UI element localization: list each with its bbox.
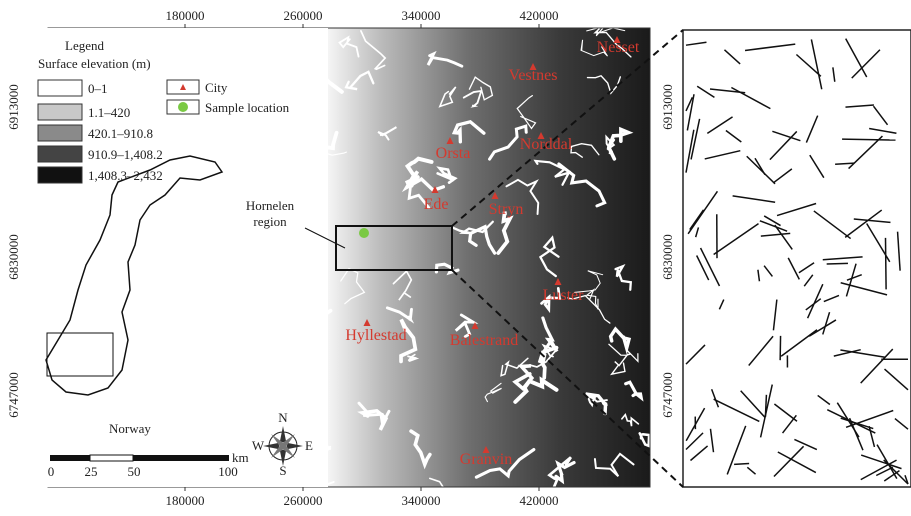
city-label: Hyllestad: [345, 327, 406, 344]
detail-panel: [683, 30, 911, 487]
legend-swatch: [38, 80, 82, 96]
x-tick-label: 260000: [284, 493, 323, 508]
city-label: Ede: [424, 196, 449, 213]
y-tick-label: 6830000: [6, 234, 21, 280]
compass-label: S: [279, 463, 286, 478]
fracture: [835, 163, 854, 164]
city-label: Vestnes: [509, 67, 558, 84]
city-label: Nesset: [597, 39, 640, 56]
legend-label: 0–1: [88, 81, 108, 96]
y-tick-label: 6747000: [6, 372, 21, 418]
y-tick-label: 6913000: [660, 84, 675, 130]
scale-label: 0: [48, 464, 55, 479]
legend-label: City: [205, 80, 228, 95]
legend-subtitle: Surface elevation (m): [38, 56, 151, 71]
legend-swatch: [38, 146, 82, 162]
legend-label: Sample location: [205, 100, 290, 115]
legend-swatch: [38, 167, 82, 183]
city-label: Luster: [543, 287, 585, 304]
x-tick-label: 420000: [520, 8, 559, 23]
x-tick-label: 340000: [402, 493, 441, 508]
scale-label: 100: [218, 464, 238, 479]
country-label: Norway: [109, 421, 151, 436]
scale-label: 50: [128, 464, 141, 479]
fracture: [827, 263, 848, 264]
city-label: Stryn: [489, 201, 524, 218]
y-tick-label: 6830000: [660, 234, 675, 280]
x-tick-label: 180000: [166, 8, 205, 23]
compass-label: W: [252, 438, 265, 453]
fracture: [842, 139, 895, 140]
legend-swatch: [38, 125, 82, 141]
figure: Legend Surface elevation (m) 0–1 1.1–420…: [0, 0, 911, 511]
compass-label: N: [278, 410, 288, 425]
city-label: Orsta: [436, 145, 471, 162]
scale-label: 25: [85, 464, 98, 479]
legend-label: 420.1–910.8: [88, 126, 153, 141]
legend-swatch: [38, 104, 82, 120]
legend-label: 1.1–420: [88, 105, 130, 120]
fracture: [734, 463, 749, 464]
fracture: [885, 238, 886, 289]
city-label: Granvin: [460, 451, 512, 468]
x-tick-label: 420000: [520, 493, 559, 508]
scale-unit: km: [232, 450, 249, 465]
legend-label: 1,408.3–2,432: [88, 168, 163, 183]
x-tick-label: 180000: [166, 493, 205, 508]
x-tick-label: 260000: [284, 8, 323, 23]
x-tick-label: 340000: [402, 8, 441, 23]
legend-label: 910.9–1,408.2: [88, 147, 163, 162]
sample-location: [359, 228, 369, 238]
legend-title: Legend: [65, 38, 104, 53]
city-label: Norddal: [520, 136, 573, 153]
y-tick-label: 6747000: [660, 372, 675, 418]
scale-segment: [50, 455, 90, 461]
scale-segment: [133, 455, 229, 461]
sample-symbol: [178, 102, 188, 112]
y-tick-label: 6913000: [6, 84, 21, 130]
compass-label: E: [305, 438, 313, 453]
fracture: [765, 395, 766, 417]
city-label: Balestrand: [450, 332, 518, 349]
scale-segment: [90, 455, 133, 461]
